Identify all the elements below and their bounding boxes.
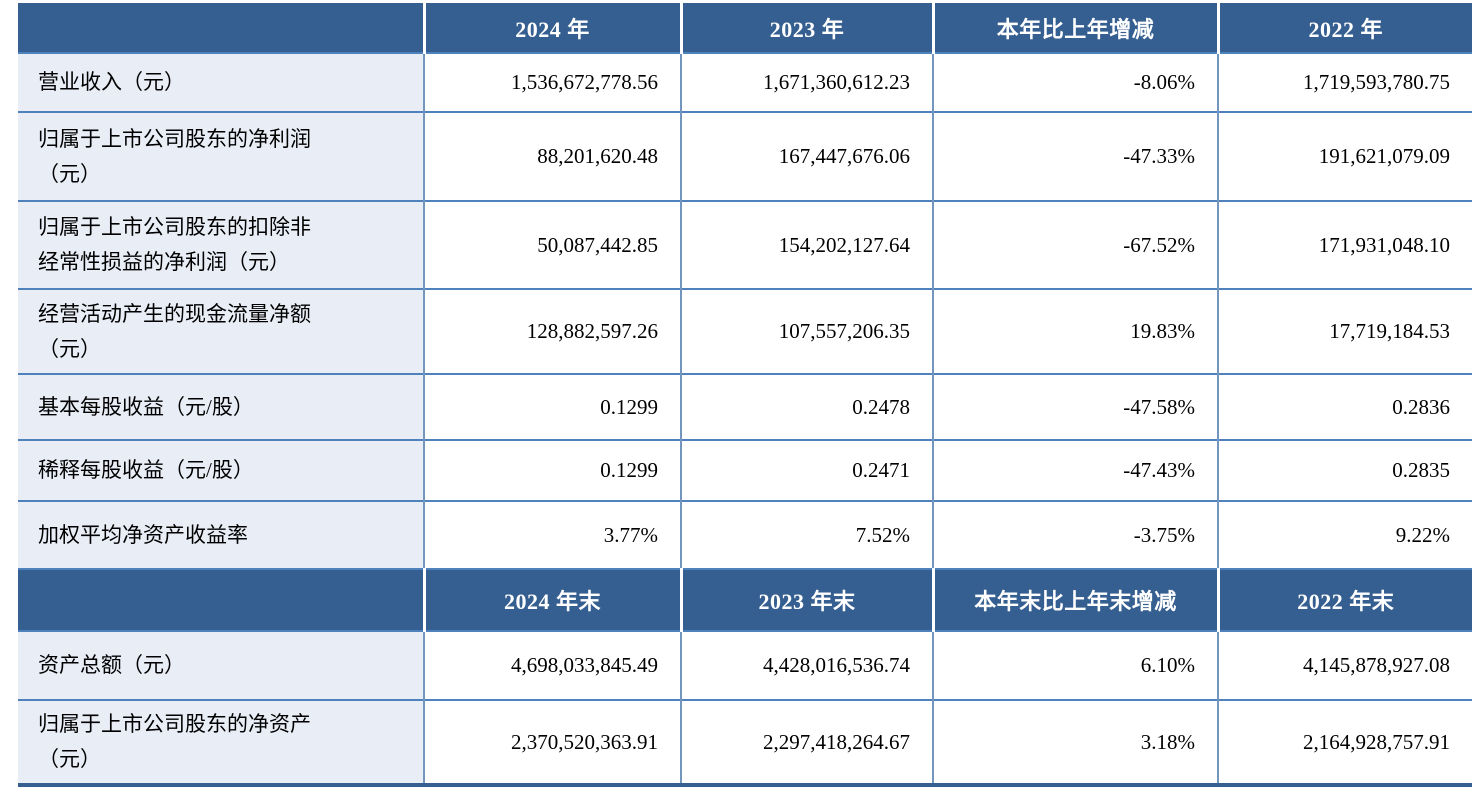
cell-value: 17,719,184.53	[1217, 288, 1472, 374]
cell-value: 0.2478	[680, 373, 933, 440]
cell-value: 3.18%	[932, 699, 1218, 785]
row-label: 基本每股收益（元/股）	[18, 373, 424, 440]
table-row-diluted-eps: 稀释每股收益（元/股） 0.1299 0.2471 -47.43% 0.2835	[18, 439, 1472, 501]
cell-value: 0.1299	[423, 373, 681, 440]
cell-value: 1,536,672,778.56	[423, 52, 681, 112]
cell-value: 2,297,418,264.67	[680, 699, 933, 785]
table-row-revenue: 营业收入（元） 1,536,672,778.56 1,671,360,612.2…	[18, 52, 1472, 112]
header-cell-2023-end: 2023 年末	[679, 568, 933, 631]
cell-value: 0.1299	[423, 439, 681, 501]
cell-value: 6.10%	[932, 630, 1218, 700]
row-label: 加权平均净资产收益率	[18, 500, 424, 569]
cell-value: 1,671,360,612.23	[680, 52, 933, 112]
table-row-net-profit-excl-nonrecurring: 归属于上市公司股东的扣除非 经常性损益的净利润（元） 50,087,442.85…	[18, 200, 1472, 289]
table-row-basic-eps: 基本每股收益（元/股） 0.1299 0.2478 -47.58% 0.2836	[18, 373, 1472, 440]
row-label: 营业收入（元）	[18, 52, 424, 112]
header-cell-2024-end: 2024 年末	[422, 568, 681, 631]
cell-value: 0.2835	[1217, 439, 1472, 501]
row-label: 归属于上市公司股东的净资产 （元）	[18, 699, 424, 785]
cell-value: 171,931,048.10	[1217, 200, 1472, 289]
cell-value: 2,164,928,757.91	[1217, 699, 1472, 785]
row-label: 归属于上市公司股东的扣除非 经常性损益的净利润（元）	[18, 200, 424, 289]
cell-value: 88,201,620.48	[423, 111, 681, 201]
cell-value: 128,882,597.26	[423, 288, 681, 374]
cell-value: -8.06%	[932, 52, 1218, 112]
cell-value: 154,202,127.64	[680, 200, 933, 289]
table-row-operating-cash-flow: 经营活动产生的现金流量净额 （元） 128,882,597.26 107,557…	[18, 288, 1472, 374]
cell-value: 191,621,079.09	[1217, 111, 1472, 201]
cell-value: 50,087,442.85	[423, 200, 681, 289]
header-row-annual: 2024 年 2023 年 本年比上年增减 2022 年	[18, 3, 1472, 53]
cell-value: -67.52%	[932, 200, 1218, 289]
header-cell-yoy-change: 本年比上年增减	[931, 3, 1218, 53]
header-cell-2022-end: 2022 年末	[1216, 568, 1472, 631]
cell-value: -47.43%	[932, 439, 1218, 501]
header-cell-blank	[18, 3, 424, 53]
cell-value: 0.2471	[680, 439, 933, 501]
cell-value: -3.75%	[932, 500, 1218, 569]
cell-value: 3.77%	[423, 500, 681, 569]
header-cell-2024: 2024 年	[422, 3, 681, 53]
table-row-total-assets: 资产总额（元） 4,698,033,845.49 4,428,016,536.7…	[18, 630, 1472, 700]
cell-value: 107,557,206.35	[680, 288, 933, 374]
cell-value: -47.58%	[932, 373, 1218, 440]
cell-value: 7.52%	[680, 500, 933, 569]
row-label: 经营活动产生的现金流量净额 （元）	[18, 288, 424, 374]
cell-value: 4,145,878,927.08	[1217, 630, 1472, 700]
header-cell-2023: 2023 年	[679, 3, 933, 53]
cell-value: -47.33%	[932, 111, 1218, 201]
table-row-weighted-avg-roe: 加权平均净资产收益率 3.77% 7.52% -3.75% 9.22%	[18, 500, 1472, 569]
cell-value: 9.22%	[1217, 500, 1472, 569]
cell-value: 1,719,593,780.75	[1217, 52, 1472, 112]
header-cell-blank	[18, 568, 424, 631]
cell-value: 0.2836	[1217, 373, 1472, 440]
financial-summary-table: 2024 年 2023 年 本年比上年增减 2022 年 营业收入（元） 1,5…	[18, 3, 1472, 787]
cell-value: 19.83%	[932, 288, 1218, 374]
cell-value: 2,370,520,363.91	[423, 699, 681, 785]
row-label: 资产总额（元）	[18, 630, 424, 700]
row-label: 归属于上市公司股东的净利润 （元）	[18, 111, 424, 201]
cell-value: 4,428,016,536.74	[680, 630, 933, 700]
header-cell-2022: 2022 年	[1216, 3, 1472, 53]
row-label: 稀释每股收益（元/股）	[18, 439, 424, 501]
cell-value: 4,698,033,845.49	[423, 630, 681, 700]
cell-value: 167,447,676.06	[680, 111, 933, 201]
table-row-net-profit: 归属于上市公司股东的净利润 （元） 88,201,620.48 167,447,…	[18, 111, 1472, 201]
table-row-net-assets: 归属于上市公司股东的净资产 （元） 2,370,520,363.91 2,297…	[18, 699, 1472, 785]
header-row-year-end: 2024 年末 2023 年末 本年末比上年末增减 2022 年末	[18, 568, 1472, 631]
header-cell-year-end-change: 本年末比上年末增减	[931, 568, 1218, 631]
